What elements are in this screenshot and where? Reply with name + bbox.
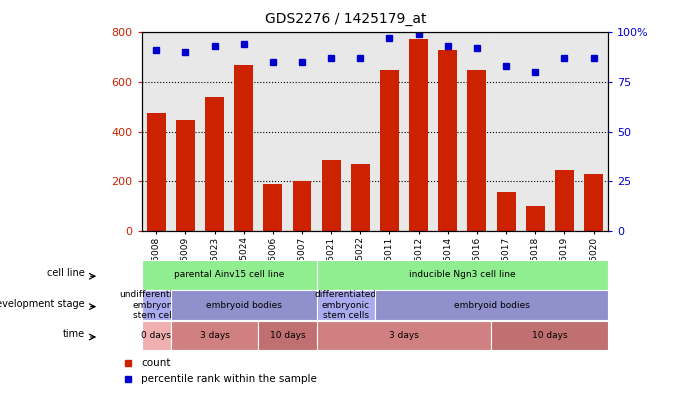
Text: undifferentiated
embryonic
stem cells: undifferentiated embryonic stem cells — [120, 290, 193, 320]
Bar — [467, 70, 486, 231]
Bar — [526, 206, 545, 231]
Bar — [351, 164, 370, 231]
Text: 3 days: 3 days — [200, 331, 229, 340]
Bar — [380, 70, 399, 231]
Text: embryoid bodies: embryoid bodies — [453, 301, 529, 310]
Bar — [234, 65, 253, 231]
Bar — [292, 181, 312, 231]
Bar — [497, 192, 515, 231]
Text: percentile rank within the sample: percentile rank within the sample — [141, 374, 317, 384]
Text: parental Ainv15 cell line: parental Ainv15 cell line — [174, 270, 284, 279]
Bar — [205, 97, 224, 231]
Bar — [438, 50, 457, 231]
Bar — [555, 170, 574, 231]
Text: inducible Ngn3 cell line: inducible Ngn3 cell line — [409, 270, 515, 279]
Bar — [263, 184, 283, 231]
Text: development stage: development stage — [0, 299, 85, 309]
Text: GDS2276 / 1425179_at: GDS2276 / 1425179_at — [265, 12, 426, 26]
Bar — [322, 160, 341, 231]
Text: count: count — [141, 358, 171, 369]
Text: 3 days: 3 days — [389, 331, 419, 340]
Bar — [409, 38, 428, 231]
Bar — [176, 120, 195, 231]
Text: 0 days: 0 days — [141, 331, 171, 340]
Text: embryoid bodies: embryoid bodies — [206, 301, 282, 310]
Text: cell line: cell line — [47, 269, 85, 278]
Text: time: time — [63, 329, 85, 339]
Text: 10 days: 10 days — [532, 331, 567, 340]
Bar — [146, 113, 166, 231]
Bar — [584, 174, 603, 231]
Text: 10 days: 10 days — [269, 331, 305, 340]
Text: differentiated
embryonic
stem cells: differentiated embryonic stem cells — [314, 290, 377, 320]
